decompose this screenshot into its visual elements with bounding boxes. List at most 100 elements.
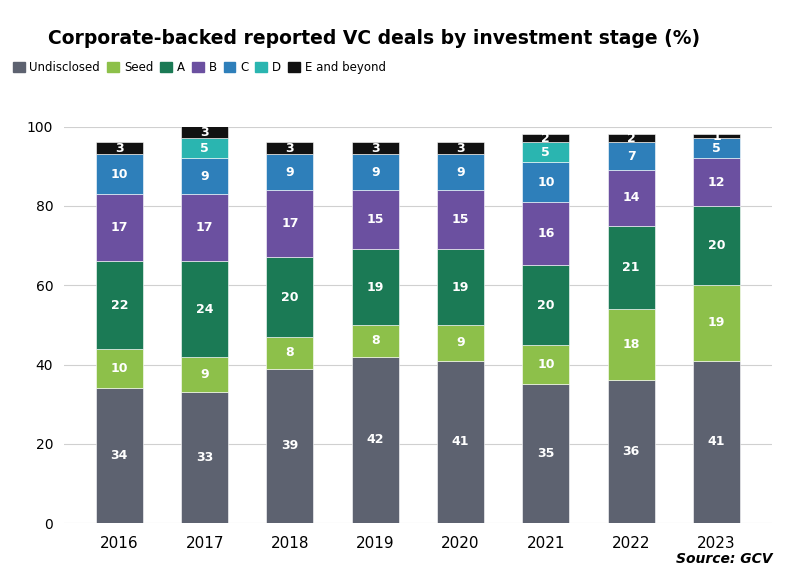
Text: 3: 3: [371, 142, 380, 155]
Bar: [522, 266, 569, 344]
Bar: [352, 143, 399, 154]
Bar: [607, 225, 654, 309]
Bar: [522, 344, 569, 385]
Bar: [522, 135, 569, 143]
Bar: [693, 206, 740, 285]
Bar: [267, 369, 314, 523]
Text: 39: 39: [281, 439, 298, 453]
Bar: [181, 392, 228, 523]
Bar: [522, 162, 569, 202]
Bar: [607, 170, 654, 225]
Text: 21: 21: [622, 261, 640, 274]
Bar: [96, 388, 142, 523]
Bar: [437, 190, 484, 250]
Text: 9: 9: [456, 166, 465, 179]
Text: 24: 24: [196, 302, 213, 316]
Text: 8: 8: [286, 346, 295, 359]
Text: 17: 17: [111, 221, 128, 234]
Legend: Undisclosed, Seed, A, B, C, D, E and beyond: Undisclosed, Seed, A, B, C, D, E and bey…: [13, 61, 386, 74]
Text: 15: 15: [366, 213, 384, 226]
Text: 12: 12: [708, 175, 725, 189]
Bar: [267, 154, 314, 190]
Bar: [352, 250, 399, 325]
Text: 2: 2: [626, 132, 635, 145]
Text: 9: 9: [201, 368, 209, 381]
Bar: [181, 194, 228, 262]
Bar: [352, 154, 399, 190]
Bar: [693, 135, 740, 139]
Bar: [693, 285, 740, 361]
Bar: [352, 190, 399, 250]
Text: 18: 18: [622, 338, 640, 351]
Bar: [437, 361, 484, 523]
Bar: [437, 325, 484, 361]
Text: 42: 42: [366, 434, 384, 446]
Text: 20: 20: [537, 298, 555, 312]
Bar: [522, 385, 569, 523]
Text: 17: 17: [281, 217, 298, 230]
Bar: [437, 154, 484, 190]
Bar: [181, 126, 228, 139]
Text: 14: 14: [622, 191, 640, 205]
Text: 9: 9: [456, 336, 465, 349]
Text: 15: 15: [452, 213, 470, 226]
Text: Corporate-backed reported VC deals by investment stage (%): Corporate-backed reported VC deals by in…: [48, 29, 700, 48]
Bar: [693, 361, 740, 523]
Text: 5: 5: [201, 142, 209, 155]
Text: 10: 10: [111, 362, 128, 375]
Bar: [96, 194, 142, 262]
Text: 1: 1: [712, 130, 721, 143]
Bar: [693, 158, 740, 206]
Text: 3: 3: [115, 142, 123, 155]
Text: 17: 17: [196, 221, 213, 234]
Text: 19: 19: [708, 316, 725, 329]
Bar: [437, 143, 484, 154]
Text: 20: 20: [281, 290, 298, 304]
Text: 35: 35: [537, 447, 555, 461]
Text: 20: 20: [708, 239, 725, 252]
Bar: [181, 158, 228, 194]
Bar: [607, 309, 654, 381]
Bar: [352, 356, 399, 523]
Text: 34: 34: [111, 449, 128, 462]
Text: 41: 41: [452, 435, 470, 448]
Bar: [522, 143, 569, 162]
Bar: [96, 143, 142, 154]
Text: 2: 2: [541, 132, 550, 145]
Bar: [181, 356, 228, 392]
Text: 3: 3: [201, 126, 209, 139]
Text: 8: 8: [371, 334, 380, 347]
Bar: [181, 139, 228, 158]
Text: 36: 36: [622, 445, 640, 458]
Bar: [607, 381, 654, 523]
Text: 10: 10: [537, 358, 555, 371]
Bar: [267, 258, 314, 337]
Text: 5: 5: [541, 146, 550, 159]
Text: 19: 19: [367, 281, 384, 294]
Text: 10: 10: [537, 175, 555, 189]
Bar: [96, 154, 142, 194]
Text: 7: 7: [626, 150, 635, 163]
Text: 33: 33: [196, 451, 213, 464]
Bar: [96, 262, 142, 348]
Bar: [437, 250, 484, 325]
Bar: [267, 337, 314, 369]
Bar: [693, 139, 740, 158]
Text: Source: GCV: Source: GCV: [676, 553, 772, 566]
Text: 10: 10: [111, 167, 128, 181]
Bar: [96, 348, 142, 388]
Text: 9: 9: [371, 166, 380, 179]
Bar: [607, 135, 654, 143]
Text: 16: 16: [537, 227, 555, 240]
Bar: [607, 143, 654, 170]
Bar: [181, 262, 228, 356]
Text: 3: 3: [286, 142, 295, 155]
Bar: [267, 190, 314, 258]
Bar: [352, 325, 399, 356]
Text: 5: 5: [712, 142, 721, 155]
Text: 22: 22: [111, 298, 128, 312]
Text: 19: 19: [452, 281, 469, 294]
Text: 9: 9: [201, 170, 209, 183]
Text: 3: 3: [456, 142, 465, 155]
Text: 41: 41: [708, 435, 725, 448]
